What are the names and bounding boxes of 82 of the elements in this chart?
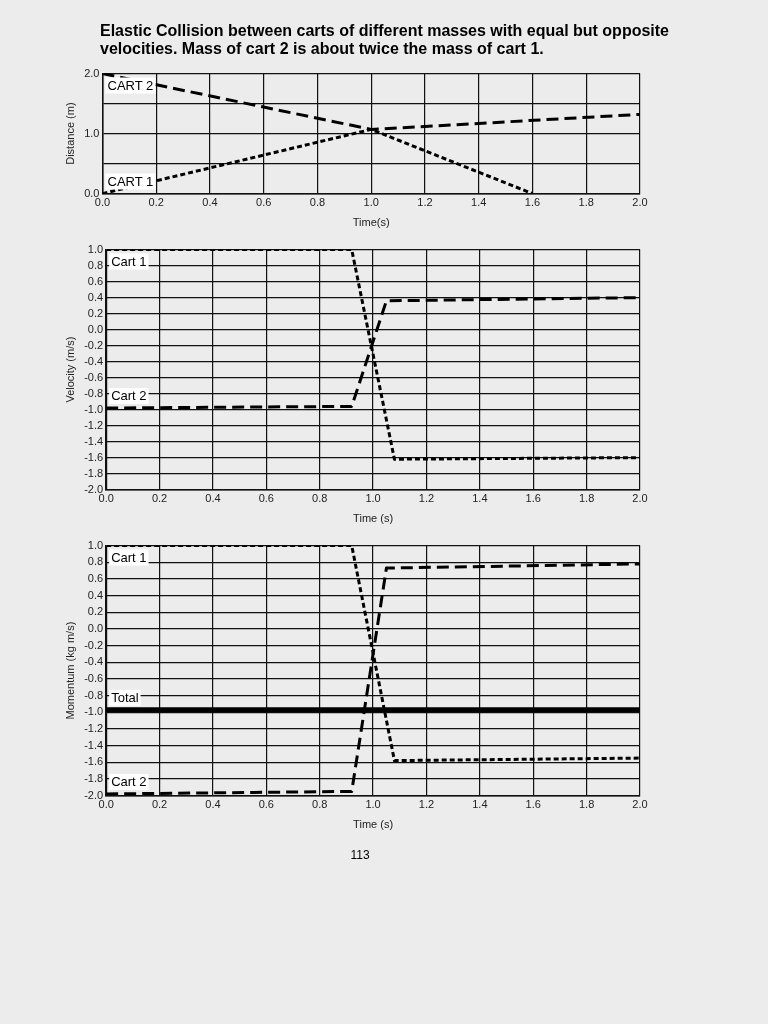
x-tick-label: 0.8	[312, 492, 328, 505]
y-tick-label: 1.0	[87, 538, 104, 551]
y-tick-label: -2.0	[84, 788, 104, 801]
x-tick-label: 0.6	[258, 492, 274, 505]
y-tick-label: -1.0	[84, 402, 104, 415]
x-tick-label: 0.4	[205, 492, 221, 505]
x-tick-label: 1.2	[417, 196, 433, 209]
series-label: CART 2	[107, 77, 154, 93]
series-label: Cart 1	[111, 253, 147, 269]
y-tick-label: 0.8	[87, 555, 104, 568]
x-tick-label: 1.2	[418, 798, 435, 811]
y-tick-label: 0.2	[87, 605, 104, 618]
y-tick-label: -1.8	[84, 771, 104, 784]
y-tick-label: 2.0	[84, 66, 100, 79]
series-label: Total	[111, 689, 139, 705]
series-label: Cart 2	[111, 774, 147, 790]
y-tick-label: -1.0	[84, 705, 104, 718]
y-tick-label: -0.2	[84, 338, 104, 351]
x-tick-label: 0.2	[148, 196, 164, 209]
x-tick-label: 1.8	[578, 798, 595, 811]
y-tick-label: 0.4	[87, 290, 104, 303]
y-tick-label: -2.0	[84, 482, 104, 495]
x-tick-label: 1.8	[578, 196, 594, 209]
x-tick-label: 2.0	[632, 798, 648, 811]
y-tick-label: -1.6	[84, 450, 104, 463]
x-tick-label: 0.2	[151, 798, 168, 811]
x-tick-label: 1.0	[363, 196, 379, 209]
series-label: CART 1	[107, 173, 154, 189]
x-tick-label: 1.6	[525, 798, 541, 811]
x-tick-label: 0.6	[258, 798, 274, 811]
y-tick-label: 1.0	[84, 126, 100, 139]
y-tick-label: 0.0	[87, 621, 104, 634]
x-tick-label: 0.0	[98, 798, 114, 811]
text: 113	[349, 848, 371, 862]
y-tick-label: -1.6	[84, 755, 104, 768]
y-tick-label: -0.8	[84, 386, 104, 399]
y-tick-label: 0.8	[87, 258, 104, 271]
x-tick-label: 2.0	[632, 196, 648, 209]
y-tick-label: -1.2	[84, 721, 104, 734]
y-tick-label: -0.6	[84, 671, 104, 684]
y-tick-label: 0.0	[87, 322, 104, 335]
x-tick-label: 1.2	[418, 492, 435, 505]
y-axis-title: Velocity (m/s)	[63, 336, 76, 403]
x-tick-label: 1.4	[471, 196, 487, 209]
x-tick-label: 0.2	[151, 492, 168, 505]
y-tick-label: -1.4	[84, 738, 104, 751]
x-tick-label: 1.0	[365, 492, 381, 505]
y-tick-label: -1.2	[84, 418, 104, 431]
y-tick-label: -0.2	[84, 638, 104, 651]
x-tick-label: 0.4	[202, 196, 218, 209]
chart-title: Elastic Collision between carts of different masses with equal but opposite velocities. Mass of cart 2 is about twice the mass of cart 1.	[100, 22, 670, 58]
x-tick-label: 0.8	[312, 798, 328, 811]
y-tick-label: 0.4	[87, 588, 104, 601]
x-axis-title: Time (s)	[353, 512, 394, 525]
y-tick-label: -1.4	[84, 434, 104, 447]
x-tick-label: 0.4	[205, 798, 221, 811]
x-tick-label: 1.4	[472, 492, 488, 505]
y-axis-title: Momentum (kg m/s)	[63, 621, 76, 720]
x-tick-label: 1.6	[525, 492, 541, 505]
x-tick-label: 0.6	[256, 196, 272, 209]
y-tick-label: 0.6	[87, 274, 104, 287]
x-axis-title: Time(s)	[352, 216, 390, 229]
x-tick-label: 2.0	[632, 492, 648, 505]
y-tick-label: -0.8	[84, 688, 104, 701]
x-axis-title: Time (s)	[353, 818, 394, 831]
series-label: Cart 2	[111, 388, 147, 404]
x-tick-label: 1.6	[524, 196, 541, 209]
y-axis-title: Distance (m)	[63, 102, 76, 165]
x-tick-label: 1.4	[472, 798, 488, 811]
y-tick-label: 1.0	[87, 242, 104, 255]
y-tick-label: -0.4	[84, 354, 104, 367]
x-tick-label: 1.0	[365, 798, 381, 811]
x-tick-label: 0.0	[98, 492, 114, 505]
y-tick-label: -0.4	[84, 655, 104, 668]
y-tick-label: -0.6	[84, 370, 104, 383]
y-tick-label: 0.2	[87, 306, 104, 319]
y-tick-label: 0.0	[84, 186, 100, 199]
x-tick-label: 0.8	[309, 196, 326, 209]
y-tick-label: 0.6	[87, 571, 104, 584]
x-tick-label: 1.8	[578, 492, 595, 505]
series-label: Cart 1	[111, 549, 147, 565]
y-tick-label: -1.8	[84, 466, 104, 479]
